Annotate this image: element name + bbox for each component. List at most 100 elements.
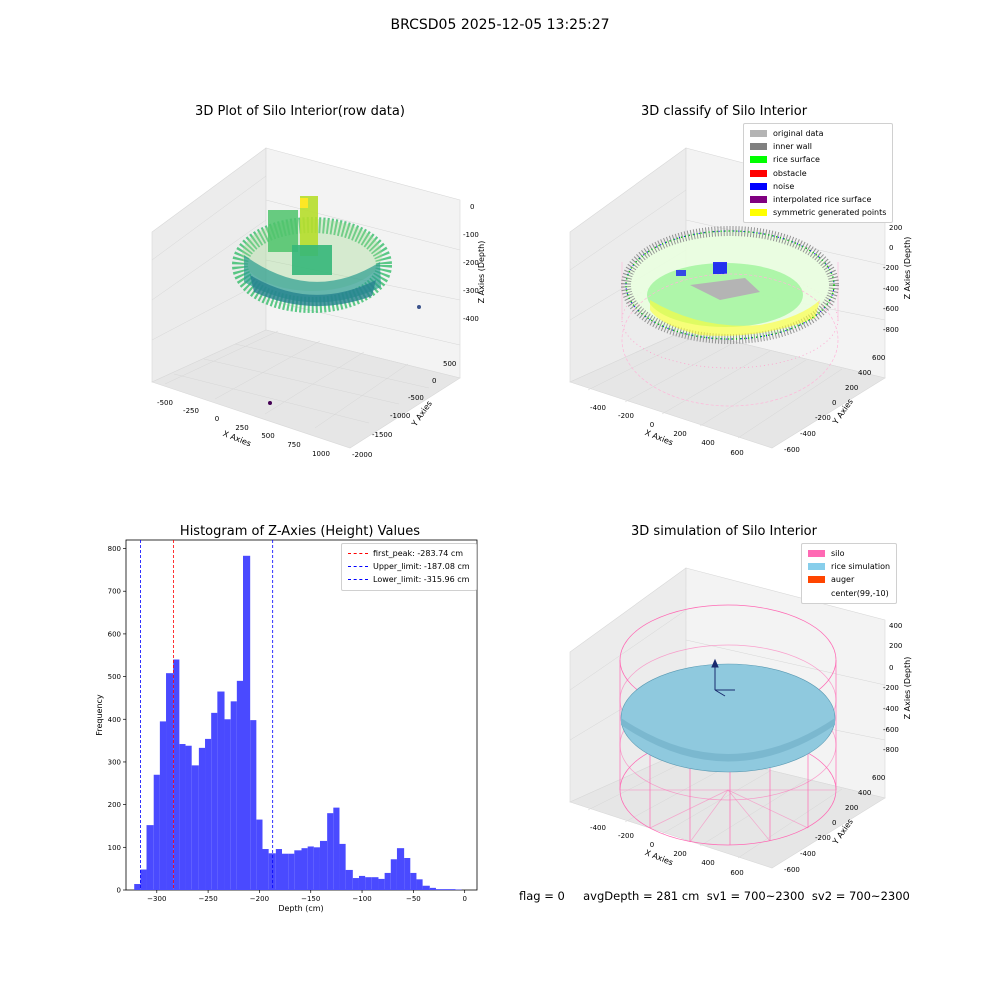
svg-text:0: 0 [650, 421, 654, 429]
legend-item: auger [808, 573, 890, 586]
svg-text:-800: -800 [883, 326, 899, 334]
svg-text:500: 500 [261, 432, 274, 440]
x-tick-label: −50 [406, 895, 421, 903]
histogram-bar [352, 878, 359, 890]
histogram-bar [140, 869, 147, 890]
histogram-bar [294, 850, 302, 890]
simulation-z-label: Z Axies (Depth) [903, 657, 912, 720]
histogram-bar [159, 721, 167, 890]
classify-legend: original data inner wall rice surface ob… [743, 123, 894, 224]
histogram-bar [410, 872, 417, 890]
histogram-bar [339, 843, 346, 890]
histogram-bar [448, 889, 456, 890]
histogram-bar [365, 877, 372, 890]
svg-text:250: 250 [235, 424, 248, 432]
histogram-bar [268, 853, 276, 890]
histogram-bar [301, 848, 308, 890]
svg-text:0: 0 [432, 377, 436, 385]
svg-text:-600: -600 [784, 446, 800, 454]
histogram-bar [205, 738, 212, 890]
histogram-bar [333, 807, 340, 890]
histogram-bar [198, 747, 206, 890]
x-tick-label: 0 [462, 895, 466, 903]
histogram-bars [134, 555, 462, 890]
svg-text:400: 400 [858, 789, 871, 797]
legend-line [348, 579, 368, 581]
simulation-z-ticks: 400 200 0 -200 -400 -600 -800 [883, 622, 902, 754]
svg-text:-500: -500 [157, 399, 173, 407]
legend-item: inner wall [750, 140, 886, 153]
histogram-bar [327, 813, 334, 890]
legend-swatch [808, 550, 825, 558]
svg-text:-300: -300 [463, 287, 479, 295]
y-tick-label: 400 [108, 716, 121, 724]
legend-item: obstacle [750, 167, 886, 180]
raw-x-ticks: -500 -250 0 250 500 750 1000 [157, 399, 330, 458]
histogram-bar [173, 659, 180, 890]
svg-text:-250: -250 [183, 407, 199, 415]
svg-text:200: 200 [845, 384, 858, 392]
simulation-legend: silo rice simulation auger center(99,-10… [801, 543, 898, 604]
svg-text:-400: -400 [590, 404, 606, 412]
raw-outlier-point [268, 401, 272, 405]
svg-text:600: 600 [872, 354, 885, 362]
status-footer: flag = 0 avgDepth = 281 cm sv1 = 700~230… [519, 889, 910, 903]
svg-text:-600: -600 [883, 305, 899, 313]
legend-swatch [750, 182, 767, 190]
svg-text:0: 0 [215, 415, 219, 423]
legend-item: rice surface [750, 153, 886, 166]
y-tick-label: 500 [108, 673, 121, 681]
y-tick-label: 0 [117, 887, 121, 895]
histogram-bar [256, 819, 263, 890]
legend-swatch [750, 209, 767, 217]
classify-plot-title: 3D classify of Silo Interior [640, 104, 808, 119]
legend-swatch [750, 156, 767, 164]
legend-item: symmetric generated points [750, 206, 886, 219]
svg-text:-2000: -2000 [352, 451, 372, 459]
y-tick-label: 200 [108, 801, 121, 809]
svg-text:-200: -200 [815, 834, 831, 842]
svg-text:0: 0 [650, 841, 654, 849]
histogram-bar [185, 745, 192, 890]
histogram-bar [319, 840, 328, 890]
histogram-bar [146, 825, 154, 890]
histogram-bar [230, 701, 237, 890]
svg-text:750: 750 [287, 441, 300, 449]
histogram-bar [442, 889, 449, 890]
legend-swatch [808, 576, 825, 584]
histogram-bar [179, 744, 186, 890]
histogram-bar [422, 885, 430, 890]
histogram-reference-lines [140, 540, 274, 890]
svg-text:-800: -800 [883, 746, 899, 754]
legend-item: Lower_limit: -315.96 cm [348, 573, 470, 586]
legend-item: first_peak: -283.74 cm [348, 547, 470, 560]
svg-text:400: 400 [701, 439, 714, 447]
histogram-bar [224, 719, 231, 890]
simulation-y-ticks: 600 400 200 0 -200 -400 -600 [784, 774, 885, 874]
svg-text:-200: -200 [463, 259, 479, 267]
svg-text:600: 600 [730, 449, 743, 457]
svg-text:-400: -400 [883, 705, 899, 713]
legend-swatch [808, 589, 825, 597]
x-tick-label: −100 [352, 895, 371, 903]
y-tick-label: 300 [108, 758, 121, 766]
legend-item: center(99,-10) [808, 587, 890, 600]
simulation-x-ticks: -400 -200 0 200 400 600 [590, 824, 744, 877]
x-tick-label: −200 [250, 895, 269, 903]
histogram-bar [262, 849, 269, 890]
histogram-bar [211, 712, 218, 890]
raw-plot-title: 3D Plot of Silo Interior(row data) [195, 104, 405, 119]
histogram-bar [153, 774, 160, 890]
histogram-x-ticks: −300 −250 −200 −150 −100 −50 0 [147, 890, 467, 903]
raw-z-label: Z Axies (Depth) [477, 241, 486, 304]
svg-text:0: 0 [832, 399, 836, 407]
svg-text:1000: 1000 [312, 450, 330, 458]
legend-item: silo [808, 547, 890, 560]
histogram-x-label: Depth (cm) [278, 904, 323, 913]
legend-item: interpolated rice surface [750, 193, 886, 206]
svg-text:0: 0 [832, 819, 836, 827]
svg-text:200: 200 [889, 642, 902, 650]
histogram-bar [236, 680, 243, 890]
